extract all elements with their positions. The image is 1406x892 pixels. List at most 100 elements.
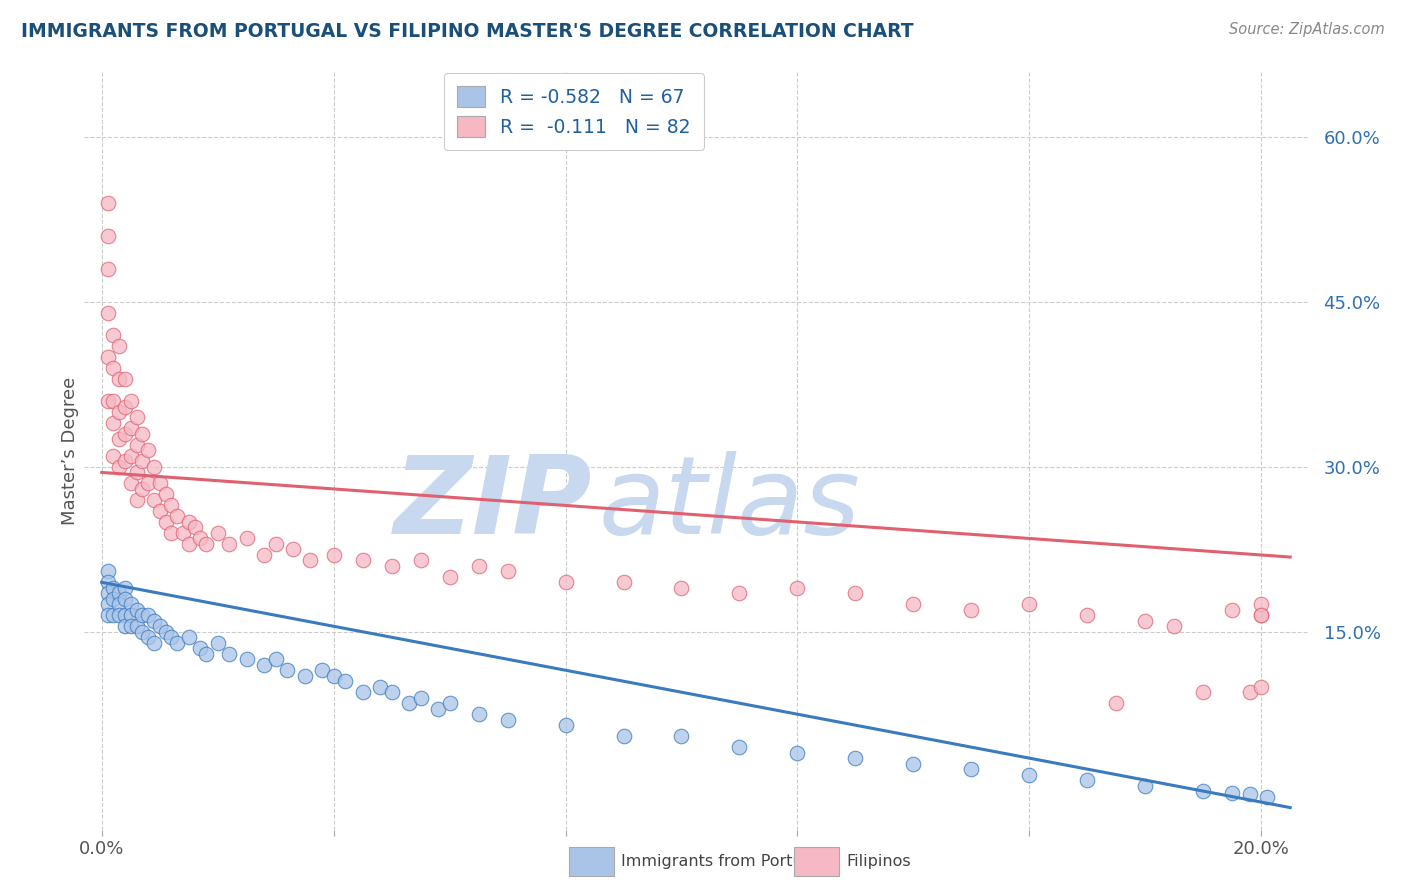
Point: [409, 690, 432, 705]
Point: [177, 537, 200, 551]
Point: [398, 696, 420, 710]
Point: [108, 597, 131, 611]
Point: [188, 641, 211, 656]
Point: [322, 669, 344, 683]
Point: [381, 685, 404, 699]
Point: [120, 619, 142, 633]
Text: Source: ZipAtlas.com: Source: ZipAtlas.com: [1229, 22, 1385, 37]
Point: [1163, 619, 1185, 633]
Point: [335, 674, 357, 689]
Point: [96, 575, 118, 590]
Point: [120, 476, 142, 491]
Point: [1192, 685, 1215, 699]
Point: [136, 443, 159, 458]
Point: [786, 746, 808, 760]
Point: [1250, 680, 1272, 694]
Point: [195, 537, 218, 551]
Point: [108, 433, 131, 447]
Point: [96, 608, 118, 623]
Point: [142, 614, 165, 628]
Point: [142, 459, 165, 474]
Point: [114, 400, 136, 414]
Point: [108, 459, 131, 474]
Point: [103, 394, 125, 409]
Point: [114, 591, 136, 606]
Point: [136, 608, 159, 623]
Point: [108, 372, 131, 386]
Point: [96, 565, 118, 579]
Point: [131, 624, 153, 639]
Point: [183, 520, 205, 534]
Point: [844, 586, 866, 600]
Legend: R = -0.582   N = 67, R =  -0.111   N = 82: R = -0.582 N = 67, R = -0.111 N = 82: [444, 73, 703, 150]
Point: [1076, 608, 1098, 623]
Point: [188, 532, 211, 546]
Text: ZIP: ZIP: [394, 450, 592, 557]
Point: [114, 427, 136, 442]
Point: [96, 306, 118, 320]
Point: [844, 751, 866, 765]
Point: [125, 410, 148, 425]
Point: [96, 394, 118, 409]
Point: [114, 608, 136, 623]
Point: [96, 586, 118, 600]
Point: [125, 466, 148, 480]
Point: [142, 492, 165, 507]
Point: [103, 416, 125, 430]
Point: [96, 350, 118, 364]
Point: [903, 756, 925, 771]
Point: [409, 553, 432, 567]
Point: [131, 482, 153, 496]
Y-axis label: Master’s Degree: Master’s Degree: [62, 376, 80, 524]
Point: [218, 537, 240, 551]
Point: [136, 476, 159, 491]
Point: [149, 619, 172, 633]
Point: [103, 361, 125, 376]
Point: [125, 603, 148, 617]
Point: [352, 685, 374, 699]
Point: [195, 647, 218, 661]
Point: [1135, 614, 1157, 628]
Point: [276, 663, 298, 677]
Point: [1018, 597, 1040, 611]
Point: [786, 581, 808, 595]
Point: [1256, 789, 1278, 804]
Point: [114, 619, 136, 633]
Point: [155, 624, 177, 639]
Point: [496, 565, 519, 579]
Point: [114, 581, 136, 595]
Point: [1250, 608, 1272, 623]
Point: [671, 581, 693, 595]
Point: [1105, 696, 1128, 710]
Point: [1250, 608, 1272, 623]
Point: [103, 591, 125, 606]
Point: [1239, 685, 1261, 699]
Point: [108, 405, 131, 419]
Point: [207, 636, 229, 650]
Point: [103, 449, 125, 463]
Point: [1250, 597, 1272, 611]
Point: [125, 438, 148, 452]
Point: [368, 680, 391, 694]
Point: [671, 729, 693, 743]
Point: [177, 515, 200, 529]
Point: [439, 696, 461, 710]
Point: [281, 542, 304, 557]
Point: [612, 729, 634, 743]
Point: [131, 608, 153, 623]
Text: IMMIGRANTS FROM PORTUGAL VS FILIPINO MASTER'S DEGREE CORRELATION CHART: IMMIGRANTS FROM PORTUGAL VS FILIPINO MAS…: [21, 22, 914, 41]
Point: [467, 558, 489, 573]
Point: [96, 196, 118, 211]
Point: [114, 454, 136, 468]
Point: [903, 597, 925, 611]
Point: [1076, 773, 1098, 788]
Point: [1239, 788, 1261, 802]
Point: [960, 603, 983, 617]
Point: [728, 586, 751, 600]
Point: [120, 608, 142, 623]
Point: [131, 454, 153, 468]
FancyBboxPatch shape: [794, 847, 839, 876]
Text: atlas: atlas: [598, 451, 860, 556]
Point: [120, 597, 142, 611]
Point: [264, 652, 287, 666]
